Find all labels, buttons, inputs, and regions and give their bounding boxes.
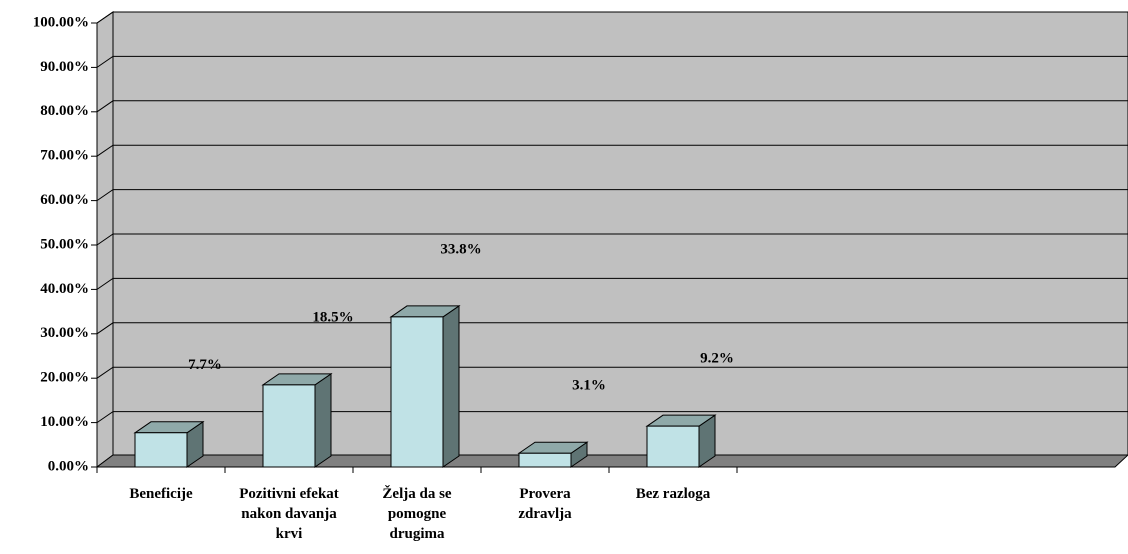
y-tick-label: 30.00% — [40, 325, 89, 341]
grid-line — [96, 411, 1128, 424]
y-tick-label: 80.00% — [40, 103, 89, 119]
bar-front — [134, 432, 188, 468]
x-tick-label: Pozitivni efekat nakon davanja krvi — [239, 486, 339, 542]
grid-line — [96, 189, 1128, 202]
bar-front — [646, 425, 700, 468]
value-label: 3.1% — [572, 378, 606, 394]
y-tick-label: 70.00% — [40, 148, 89, 164]
x-tick-label: Provera zdravlja — [518, 486, 572, 522]
bar — [133, 420, 205, 468]
bar — [517, 441, 589, 468]
x-tick-label: Želja da se pomogne drugima — [382, 486, 452, 542]
y-tick-label: 90.00% — [40, 59, 89, 75]
value-label: 18.5% — [312, 309, 353, 325]
grid-line — [96, 366, 1128, 379]
bar-side — [442, 304, 460, 468]
bar-front — [518, 452, 572, 468]
grid-line — [96, 322, 1128, 335]
value-label: 33.8% — [440, 241, 481, 257]
x-tick-label: Bez razloga — [635, 486, 711, 502]
y-tick-label: 0.00% — [48, 458, 89, 474]
floor — [95, 454, 1128, 468]
y-tick-label: 40.00% — [40, 281, 89, 297]
bar-front — [390, 316, 444, 468]
y-tick-label: 10.00% — [40, 414, 89, 430]
bar — [645, 414, 717, 468]
y-tick-label: 100.00% — [33, 14, 89, 30]
x-tick-label: Beneficije — [129, 486, 193, 502]
value-label: 7.7% — [188, 357, 222, 373]
grid-line — [96, 11, 1128, 24]
grid-line — [96, 233, 1128, 246]
bar — [261, 372, 333, 468]
grid-line — [96, 100, 1128, 113]
bar-side — [314, 372, 332, 468]
grid-line — [96, 277, 1128, 290]
grid-line — [96, 55, 1128, 68]
y-tick-label: 60.00% — [40, 192, 89, 208]
y-tick-label: 50.00% — [40, 236, 89, 252]
bar — [389, 304, 461, 468]
grid-line — [96, 144, 1128, 157]
y-tick-label: 20.00% — [40, 370, 89, 386]
bar-front — [262, 384, 316, 468]
value-label: 9.2% — [700, 351, 734, 367]
